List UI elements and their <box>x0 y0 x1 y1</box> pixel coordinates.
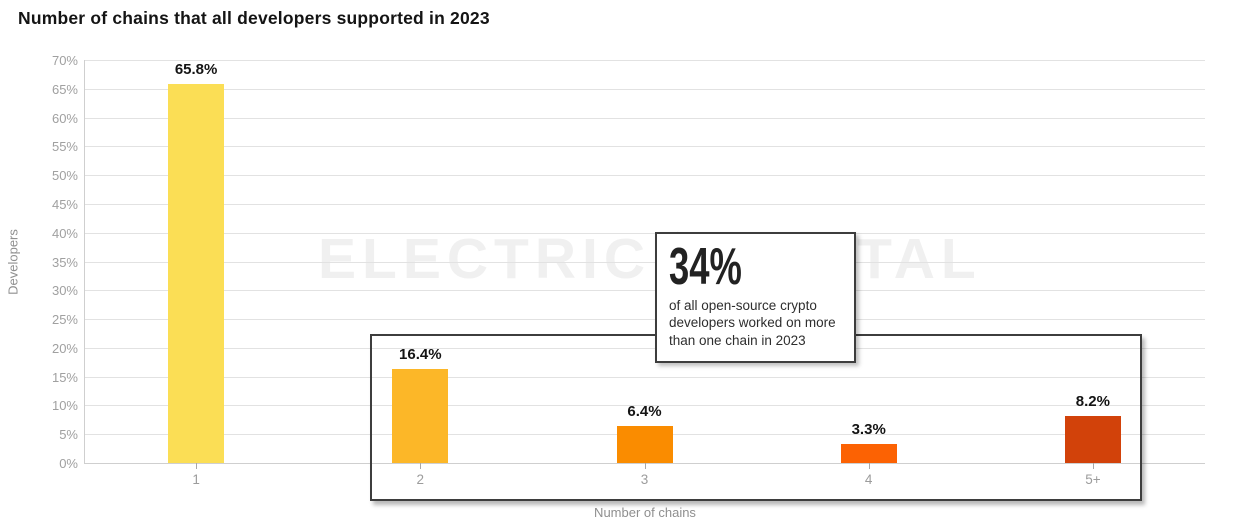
gridline <box>84 405 1205 407</box>
chart-title: Number of chains that all developers sup… <box>18 8 490 28</box>
bar-value-label-4: 3.3% <box>851 421 886 438</box>
x-tick-mark <box>644 463 646 469</box>
y-axis-line <box>84 60 85 463</box>
y-tick-label: 5% <box>59 427 78 443</box>
x-axis-label: Number of chains <box>594 505 696 520</box>
x-tick-label-5-plus: 5+ <box>1085 472 1101 487</box>
gridline <box>84 261 1205 263</box>
callout-value: 34% <box>669 238 742 296</box>
gridline <box>84 203 1205 205</box>
y-tick-label: 60% <box>51 110 78 126</box>
callout-box: 34% of all open-source crypto developers… <box>655 232 856 363</box>
y-tick-label: 50% <box>51 168 78 184</box>
gridline <box>84 319 1205 321</box>
bar-value-label-1: 65.8% <box>174 61 218 79</box>
y-tick-label: 10% <box>51 398 78 414</box>
x-tick-mark <box>1092 463 1094 469</box>
x-tick-label-2: 2 <box>416 472 425 487</box>
callout-text: of all open-source crypto developers wor… <box>669 297 836 349</box>
gridline <box>84 232 1205 234</box>
gridline <box>84 117 1205 119</box>
x-tick-label-4: 4 <box>864 472 873 487</box>
y-tick-label: 45% <box>51 196 78 212</box>
bar-4 <box>840 444 897 463</box>
gridline <box>84 376 1205 378</box>
bar-5-plus <box>1064 415 1121 463</box>
gridline <box>84 290 1205 292</box>
y-tick-label: 15% <box>51 369 78 385</box>
bar-value-label-2: 16.4% <box>399 345 442 363</box>
y-tick-label: 65% <box>51 81 78 97</box>
x-tick-mark <box>868 463 870 469</box>
gridline <box>84 146 1205 148</box>
bar-value-label-5-plus: 8.2% <box>1075 392 1110 410</box>
x-tick-label-3: 3 <box>640 472 649 487</box>
bar-value-label-3: 6.4% <box>627 403 662 421</box>
bar-1 <box>168 84 225 463</box>
y-tick-label: 25% <box>51 312 78 328</box>
y-tick-label: 30% <box>51 283 78 299</box>
y-tick-label: 35% <box>51 254 78 270</box>
y-tick-label: 40% <box>51 225 78 241</box>
y-tick-label: 20% <box>51 340 78 356</box>
y-tick-label: 0% <box>59 456 78 471</box>
gridline <box>84 60 1205 61</box>
bar-3 <box>616 426 673 463</box>
y-tick-label: 55% <box>51 139 78 155</box>
x-tick-mark <box>420 463 422 469</box>
gridline <box>84 88 1205 90</box>
watermark-text-left: ELECTRIC <box>318 227 651 291</box>
y-tick-label: 70% <box>51 53 78 68</box>
gridline <box>84 347 1205 349</box>
bar-2 <box>392 368 449 463</box>
x-tick-label-1: 1 <box>192 472 200 487</box>
x-tick-mark <box>196 463 198 469</box>
gridline <box>84 175 1205 177</box>
